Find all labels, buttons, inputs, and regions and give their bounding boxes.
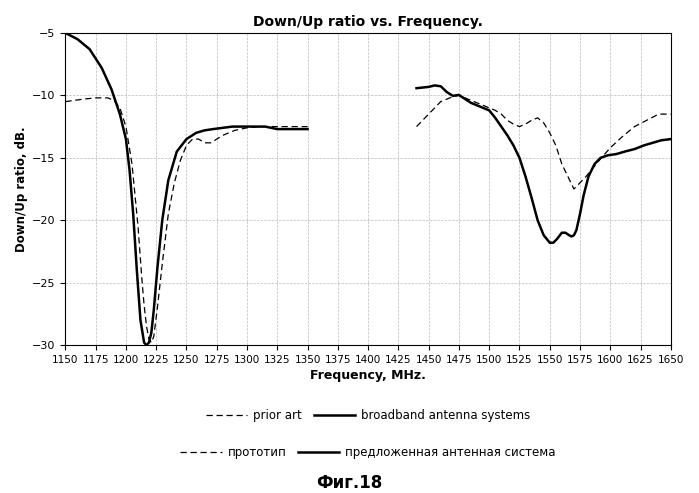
Y-axis label: Down/Up ratio, dB.: Down/Up ratio, dB. (15, 126, 28, 252)
Title: Down/Up ratio vs. Frequency.: Down/Up ratio vs. Frequency. (253, 15, 483, 29)
Text: Фиг.18: Фиг.18 (317, 474, 382, 492)
Legend: прототип, предложенная антенная система: прототип, предложенная антенная система (175, 442, 561, 464)
X-axis label: Frequency, MHz.: Frequency, MHz. (310, 369, 426, 382)
